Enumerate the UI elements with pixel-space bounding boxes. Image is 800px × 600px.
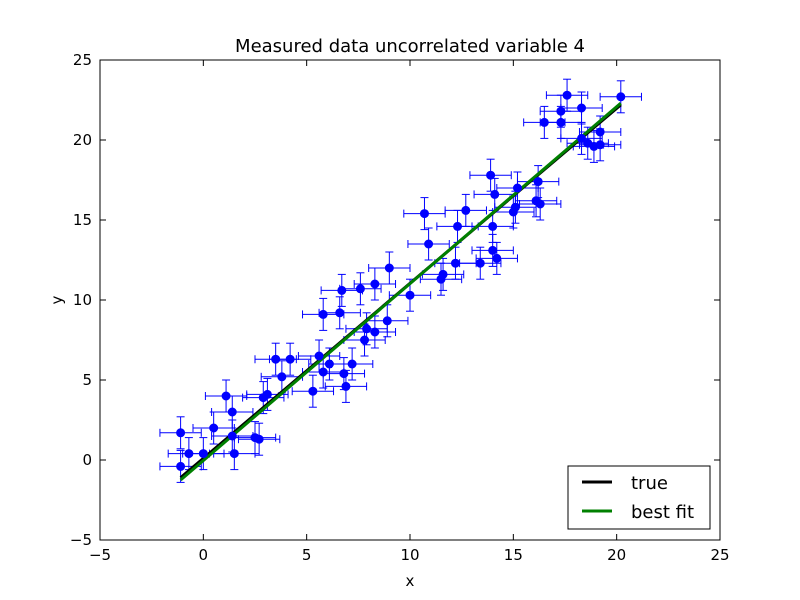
data-point (227, 431, 237, 441)
data-point (595, 127, 605, 137)
data-point (453, 221, 463, 231)
legend-label-true: true (631, 473, 668, 494)
data-point (221, 391, 231, 401)
data-point (184, 449, 194, 459)
y-tick-label: −5 (70, 531, 92, 549)
line-best-fit (179, 102, 622, 482)
data-point (370, 327, 380, 337)
data-point (475, 258, 485, 268)
x-tick-label: 15 (504, 546, 523, 564)
y-tick-label: 20 (73, 131, 92, 149)
y-tick-label: 25 (73, 51, 92, 69)
data-point (337, 285, 347, 295)
data-point (308, 386, 318, 396)
legend-label-best-fit: best fit (631, 502, 694, 523)
x-axis-label: x (406, 572, 415, 590)
y-tick-label: 0 (82, 451, 92, 469)
data-point (271, 354, 281, 364)
data-point (488, 221, 498, 231)
legend: true best fit (567, 465, 711, 530)
data-point (176, 428, 186, 438)
data-point (512, 183, 522, 193)
data-point (533, 177, 543, 187)
chart-title: Measured data uncorrelated variable 4 (235, 36, 585, 57)
data-point (616, 92, 626, 102)
y-axis-label: y (48, 295, 66, 304)
data-point (254, 434, 264, 444)
data-point (347, 359, 357, 369)
data-point (318, 367, 328, 377)
data-point (490, 189, 500, 199)
axes-layer: −5 0 5 10 15 20 25 −5 0 5 10 15 20 25 (70, 51, 730, 564)
data-point (285, 354, 295, 364)
data-point (419, 209, 429, 219)
data-point (382, 316, 392, 326)
data-point (355, 284, 365, 294)
data-point (562, 90, 572, 100)
y-tick-label: 5 (82, 371, 92, 389)
y-tick-label: 15 (73, 211, 92, 229)
data-point (198, 449, 208, 459)
x-tick-label: 20 (607, 546, 626, 564)
data-point (488, 245, 498, 255)
x-tick-label: 0 (199, 546, 209, 564)
data-point (556, 106, 566, 116)
line-layer (179, 102, 622, 482)
data-point (339, 369, 349, 379)
data-point (262, 389, 272, 399)
data-point (362, 324, 372, 334)
data-point (510, 202, 520, 212)
data-point (209, 423, 219, 433)
data-point (595, 140, 605, 150)
data-point (492, 253, 502, 263)
data-point (405, 290, 415, 300)
data-point (341, 381, 351, 391)
data-point (229, 449, 239, 459)
data-point (556, 117, 566, 127)
data-point (461, 205, 471, 215)
data-point (424, 239, 434, 249)
data-point (384, 263, 394, 273)
y-tick-label: 10 (73, 291, 92, 309)
data-point (318, 309, 328, 319)
x-tick-label: 25 (710, 546, 729, 564)
data-point (370, 279, 380, 289)
data-point (535, 199, 545, 209)
x-tick-label: 5 (302, 546, 312, 564)
legend-box (567, 465, 711, 530)
data-point (486, 170, 496, 180)
data-point (227, 407, 237, 417)
point-layer (176, 90, 626, 471)
data-point (324, 359, 334, 369)
data-point (314, 351, 324, 361)
data-point (577, 103, 587, 113)
data-point (539, 117, 549, 127)
data-point (360, 335, 370, 345)
data-point (176, 461, 186, 471)
x-tick-label: −5 (89, 546, 111, 564)
data-point (277, 372, 287, 382)
data-point (438, 269, 448, 279)
x-tick-label: 10 (400, 546, 419, 564)
data-point (450, 258, 460, 268)
data-point (335, 308, 345, 318)
data-point (577, 133, 587, 143)
